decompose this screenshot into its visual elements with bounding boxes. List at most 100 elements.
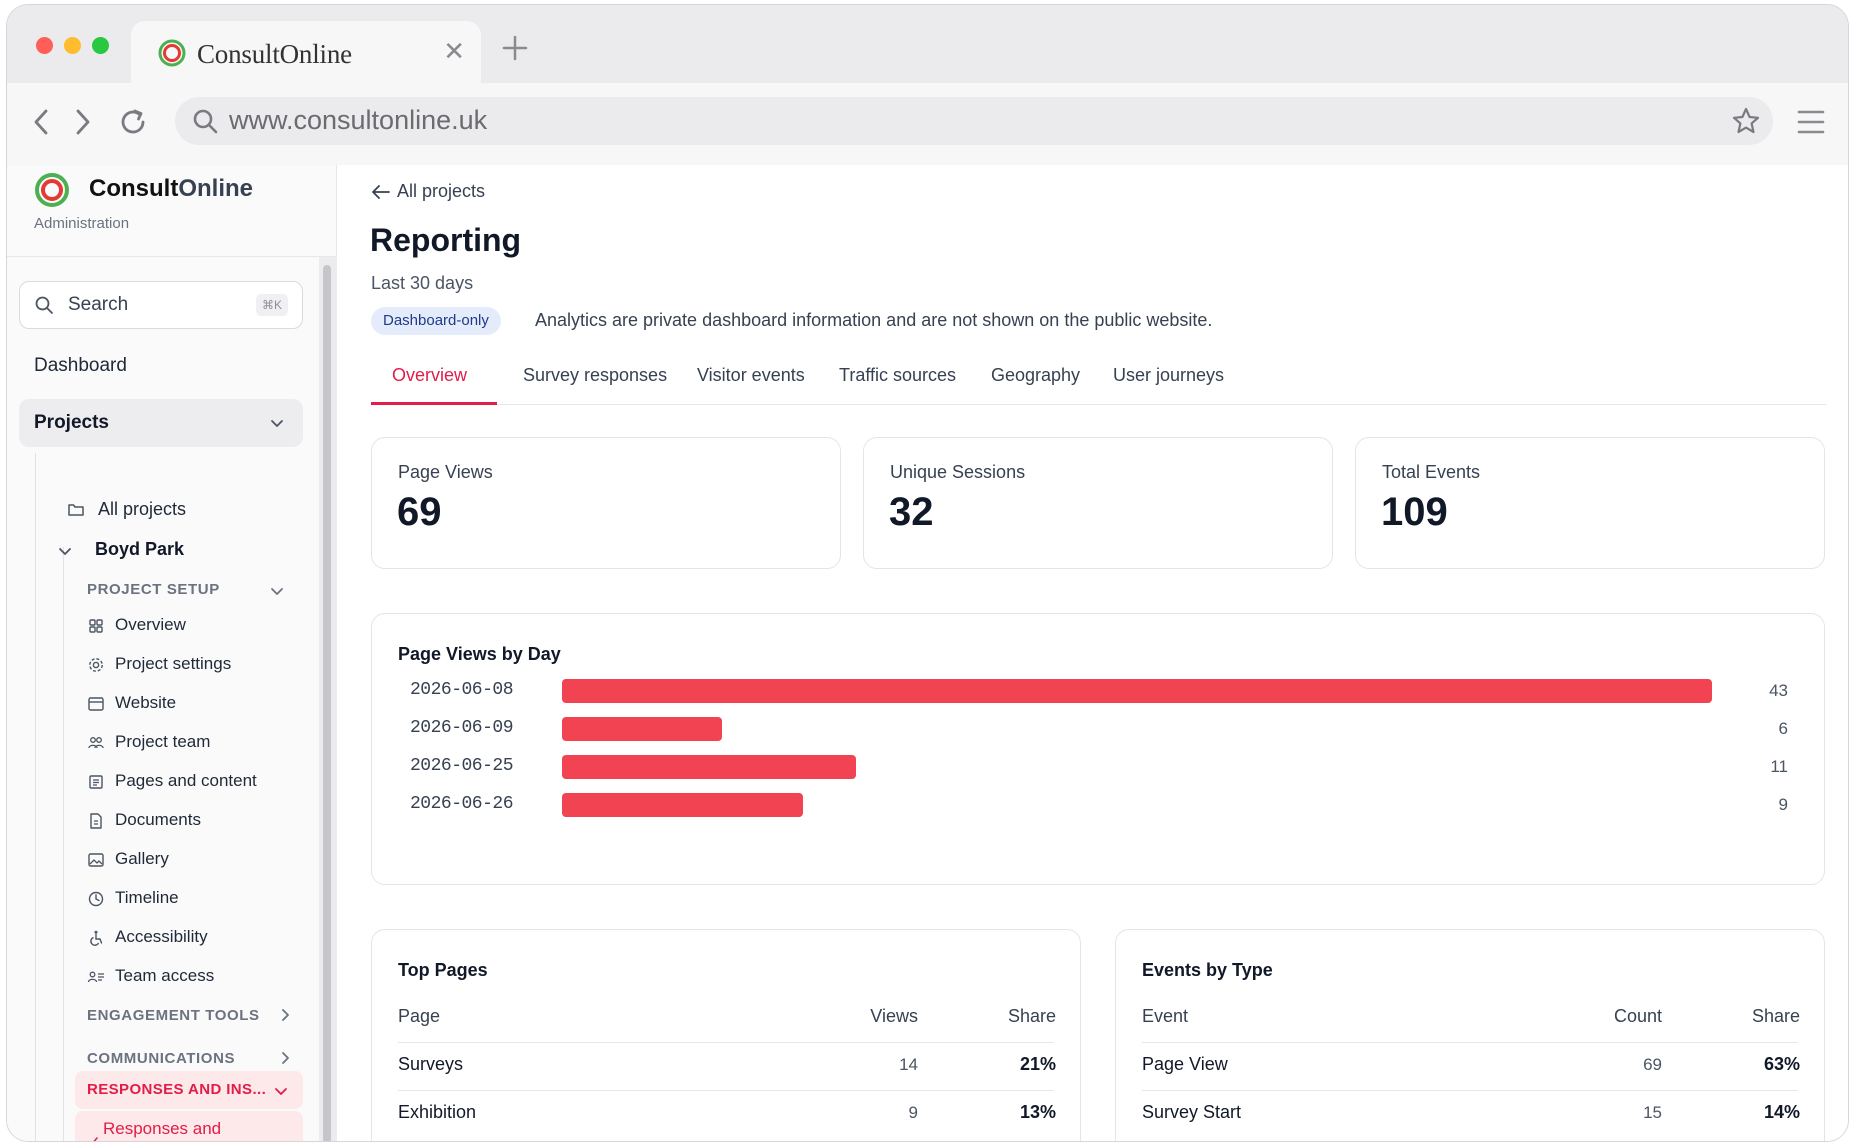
section-responses-and-insights[interactable]: RESPONSES AND INS... [75,1071,303,1109]
sidebar: ConsultOnline Administration Search ⌘K D… [7,165,337,1141]
consultonline-logo-icon [158,39,186,67]
sidebar-item-pages-and-content[interactable]: Pages and content [115,771,257,790]
sidebar-item-team-access[interactable]: Team access [115,966,215,985]
sidebar-item-documents[interactable]: Documents [115,810,201,829]
sidebar-item-website[interactable]: Website [115,693,177,712]
hamburger-menu-icon[interactable] [1796,108,1826,136]
page-title: Reporting [370,222,522,258]
sidebar-item-gallery[interactable]: Gallery [115,849,169,868]
chart-title: Page Views by Day [398,644,561,664]
sidebar-scrollbar-thumb[interactable] [323,265,331,1141]
chart-bar-row: 2026-06-26 9 [372,786,1824,824]
sidebar-item-projects[interactable]: Projects [19,399,303,447]
search-label: Search [68,294,129,315]
address-bar[interactable]: www.consultonline.uk [175,97,1773,145]
tab-visitor-events[interactable]: Visitor events [697,365,805,385]
table-cell-share: 21% [1019,1054,1056,1074]
brand-name-part-2: Online [178,175,253,202]
table-cell-page: Surveys [398,1054,464,1074]
sidebar-item-dashboard[interactable]: Dashboard [34,355,127,376]
chart-category-label: 2026-06-25 [410,756,514,776]
kpi-card-unique-sessions: Unique Sessions 32 [863,437,1333,569]
tree-guide-line [63,547,64,1141]
column-header-count: Count [1613,1006,1662,1026]
sidebar-item-boyd-park[interactable]: Boyd Park [95,539,185,559]
folder-icon [68,504,84,516]
section-engagement-tools[interactable]: ENGAGEMENT TOOLS [87,1007,260,1024]
kpi-value: 32 [889,490,934,534]
tab-traffic-sources[interactable]: Traffic sources [839,365,957,385]
table-divider [1142,1042,1798,1043]
kpi-value: 109 [1381,490,1448,534]
tab-overview[interactable]: Overview [392,365,468,385]
tab-geography[interactable]: Geography [991,365,1081,385]
table-cell-share: 13% [1019,1102,1056,1122]
chart-category-label: 2026-06-26 [410,794,514,814]
chart-bar-track [562,717,1712,741]
table-title: Events by Type [1142,960,1273,980]
chart-bar [562,679,1712,703]
chart-value-label: 11 [1770,757,1788,776]
browser-tab-bar: ConsultOnline ✕ [7,5,1848,85]
reload-icon[interactable] [119,105,149,139]
chevron-down-icon[interactable] [57,543,73,559]
tab-title: ConsultOnline [197,39,352,69]
kpi-card-total-events: Total Events 109 [1355,437,1825,569]
close-tab-icon[interactable]: ✕ [443,36,465,66]
column-header-event: Event [1142,1006,1189,1026]
kpi-value: 69 [397,490,442,534]
table-cell-views: 9 [908,1103,918,1122]
new-tab-icon[interactable] [500,33,530,63]
privacy-note: Analytics are private dashboard informat… [535,310,1213,330]
sidebar-item-accessibility[interactable]: Accessibility [115,927,208,946]
section-communications[interactable]: COMMUNICATIONS [87,1050,236,1067]
minimize-window-button[interactable] [64,37,81,54]
back-arrow-icon[interactable] [27,105,57,139]
tree-guide-line [35,453,36,1141]
sidebar-search[interactable]: Search ⌘K [19,281,303,329]
bookmark-star-icon[interactable] [1731,106,1761,136]
arrow-left-icon [372,185,390,199]
top-pages-card: Top Pages Page Views Share Surveys 14 21… [371,929,1081,1141]
maximize-window-button[interactable] [92,37,109,54]
active-tab-indicator [371,402,497,405]
sidebar-item-project-settings[interactable]: Project settings [115,654,232,673]
table-cell-share: 63% [1763,1054,1800,1074]
chart-bar-row: 2026-06-25 11 [372,748,1824,786]
section-project-setup[interactable]: PROJECT SETUP [87,581,220,598]
sidebar-item-all-projects[interactable]: All projects [98,499,187,519]
accessibility-icon [90,930,103,946]
sidebar-item-timeline[interactable]: Timeline [115,888,179,907]
table-divider [398,1090,1054,1091]
sidebar-brand: ConsultOnline Administration [7,165,336,257]
trend-chart-icon [87,1137,98,1141]
chart-category-label: 2026-06-09 [410,718,514,738]
table-cell-event: Survey Start [1142,1102,1242,1122]
browser-tab[interactable]: ConsultOnline ✕ [131,21,481,85]
app-content: ConsultOnline Administration Search ⌘K D… [7,165,1848,1141]
table-cell-event: Page View [1142,1054,1228,1074]
dashboard-only-badge: Dashboard-only [371,307,501,335]
clock-icon [88,891,104,907]
search-icon [35,296,53,314]
chart-value-label: 9 [1778,795,1788,814]
forward-arrow-icon[interactable] [67,105,97,139]
sidebar-item-overview[interactable]: Overview [115,615,186,634]
table-cell-count: 15 [1643,1103,1662,1122]
sidebar-item-label: Projects [34,412,109,433]
chart-bar-row: 2026-06-08 43 [372,672,1824,710]
section-label: RESPONSES AND INS... [87,1081,267,1098]
table-title: Top Pages [398,960,488,980]
column-header-views: Views [870,1006,918,1026]
sidebar-item-responses[interactable]: Responses and [75,1111,303,1141]
kpi-label: Unique Sessions [890,462,1026,482]
tab-user-journeys[interactable]: User journeys [1113,365,1225,385]
brand-subtitle: Administration [34,215,130,232]
chevron-down-icon [275,1088,287,1095]
chevron-right-icon [282,1052,289,1064]
brand-name: ConsultOnline [89,175,253,203]
close-window-button[interactable] [36,37,53,54]
column-header-share: Share [1007,1006,1056,1026]
sidebar-item-project-team[interactable]: Project team [115,732,211,751]
tab-survey-responses[interactable]: Survey responses [523,365,668,385]
